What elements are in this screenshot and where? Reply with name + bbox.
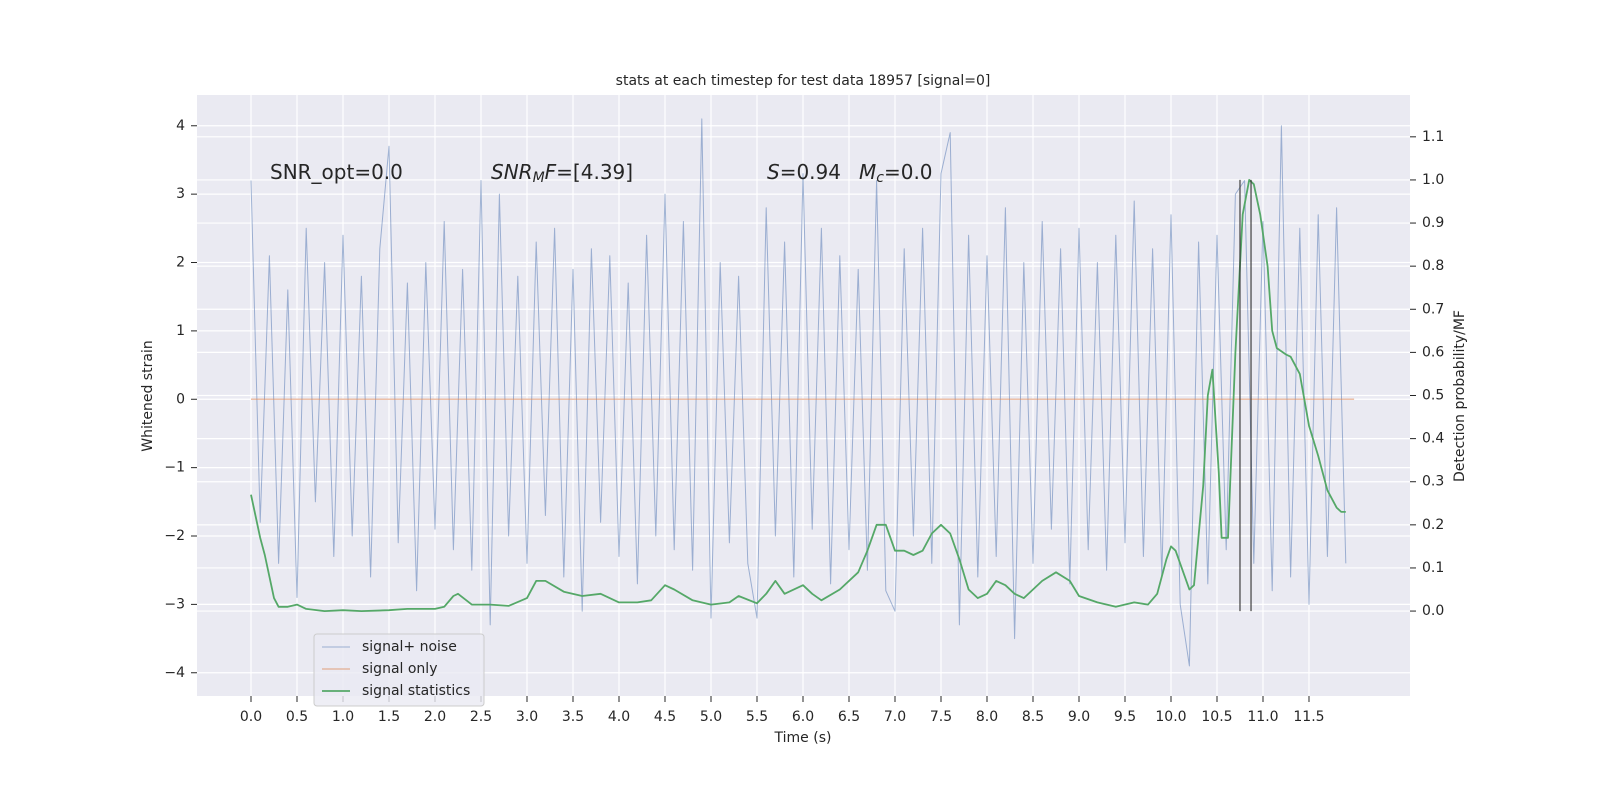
y2-tick-label: 0.1 xyxy=(1422,560,1444,576)
x-tick-label: 8.5 xyxy=(1022,709,1044,725)
x-tick-label: 9.5 xyxy=(1114,709,1136,725)
annotation: Mc=0.0 xyxy=(859,160,933,187)
y2-axis-label: Detection probability/MF xyxy=(1452,310,1468,482)
x-tick-label: 2.0 xyxy=(424,709,446,725)
y2-tick-label: 0.7 xyxy=(1422,301,1444,317)
x-tick-label: 7.0 xyxy=(884,709,906,725)
x-tick-label: 4.0 xyxy=(608,709,630,725)
x-axis-label: Time (s) xyxy=(774,730,832,746)
y2-tick-label: 0.8 xyxy=(1422,258,1444,274)
legend-box xyxy=(313,633,485,707)
x-tick-label: 1.0 xyxy=(332,709,354,725)
annotation-part: S xyxy=(767,160,780,184)
x-tick-label: 10.0 xyxy=(1155,709,1186,725)
marks xyxy=(250,118,1355,667)
annotation-part: SNR xyxy=(491,160,533,184)
series-line xyxy=(250,178,1346,612)
x-tick-label: 3.0 xyxy=(516,709,538,725)
y2-tick-label: 0.3 xyxy=(1422,474,1444,490)
series-line xyxy=(250,118,1347,667)
annotation-part: F xyxy=(545,160,557,184)
y2-tick-label: 0.0 xyxy=(1422,603,1444,619)
y-tick-label: −2 xyxy=(164,528,185,544)
annotation-part: c xyxy=(876,170,884,186)
x-tick-label: 2.5 xyxy=(470,709,492,725)
legend-label: signal statistics xyxy=(362,683,470,699)
y-tick-label: −3 xyxy=(164,596,185,612)
y-axis-label: Whitened strain xyxy=(140,340,156,451)
y-tick-label: 4 xyxy=(176,118,185,134)
labels: 0.0 0.5 1.0 1.5 2.0 2.5 3.0 3.5 4.0 4.5 5.0 5.5 6.0 6… xyxy=(164,118,1444,725)
legend-label: signal+ noise xyxy=(362,639,457,655)
y-tick-label: 1 xyxy=(176,323,185,339)
annotation-part: =0.0 xyxy=(884,160,933,184)
annotation: SNR_opt=0.0 xyxy=(270,160,403,184)
legend-label: signal only xyxy=(362,661,437,677)
y-tick-label: −4 xyxy=(164,665,185,681)
x-tick-label: 10.5 xyxy=(1201,709,1232,725)
y-tick-label: −1 xyxy=(164,460,185,476)
y2-tick-label: 0.4 xyxy=(1422,431,1444,447)
x-tick-label: 11.5 xyxy=(1293,709,1324,725)
y2-tick-label: 1.0 xyxy=(1422,172,1444,188)
y-tick-label: 3 xyxy=(176,186,185,202)
x-tick-label: 5.5 xyxy=(746,709,768,725)
chart-title: stats at each timestep for test data 189… xyxy=(616,73,991,89)
x-tick-label: 6.5 xyxy=(838,709,860,725)
x-tick-label: 6.0 xyxy=(792,709,814,725)
x-tick-label: 1.5 xyxy=(378,709,400,725)
x-tick-label: 8.0 xyxy=(976,709,998,725)
annotation-part: M xyxy=(533,170,545,186)
x-tick-label: 11.0 xyxy=(1247,709,1278,725)
annotation-part: SNR_opt=0.0 xyxy=(270,160,403,184)
y2-tick-label: 0.2 xyxy=(1422,517,1444,533)
annotation-part: =0.94 xyxy=(780,160,841,184)
annotation-part: =[4.39] xyxy=(556,160,633,184)
x-tick-label: 3.5 xyxy=(562,709,584,725)
y-tick-label: 2 xyxy=(176,255,185,271)
y2-tick-label: 0.9 xyxy=(1422,215,1444,231)
annotation: S=0.94 xyxy=(767,160,841,184)
x-tick-label: 7.5 xyxy=(930,709,952,725)
y2-tick-label: 1.1 xyxy=(1422,129,1444,145)
x-tick-label: 4.5 xyxy=(654,709,676,725)
y2-tick-label: 0.6 xyxy=(1422,344,1444,360)
x-tick-label: 0.0 xyxy=(240,709,262,725)
y-tick-label: 0 xyxy=(176,391,185,407)
x-tick-label: 0.5 xyxy=(286,709,308,725)
x-tick-label: 5.0 xyxy=(700,709,722,725)
annotation-part: M xyxy=(859,160,876,184)
y2-tick-label: 0.5 xyxy=(1422,388,1444,404)
annotation: SNRMF=[4.39] xyxy=(491,160,633,187)
x-tick-label: 9.0 xyxy=(1068,709,1090,725)
